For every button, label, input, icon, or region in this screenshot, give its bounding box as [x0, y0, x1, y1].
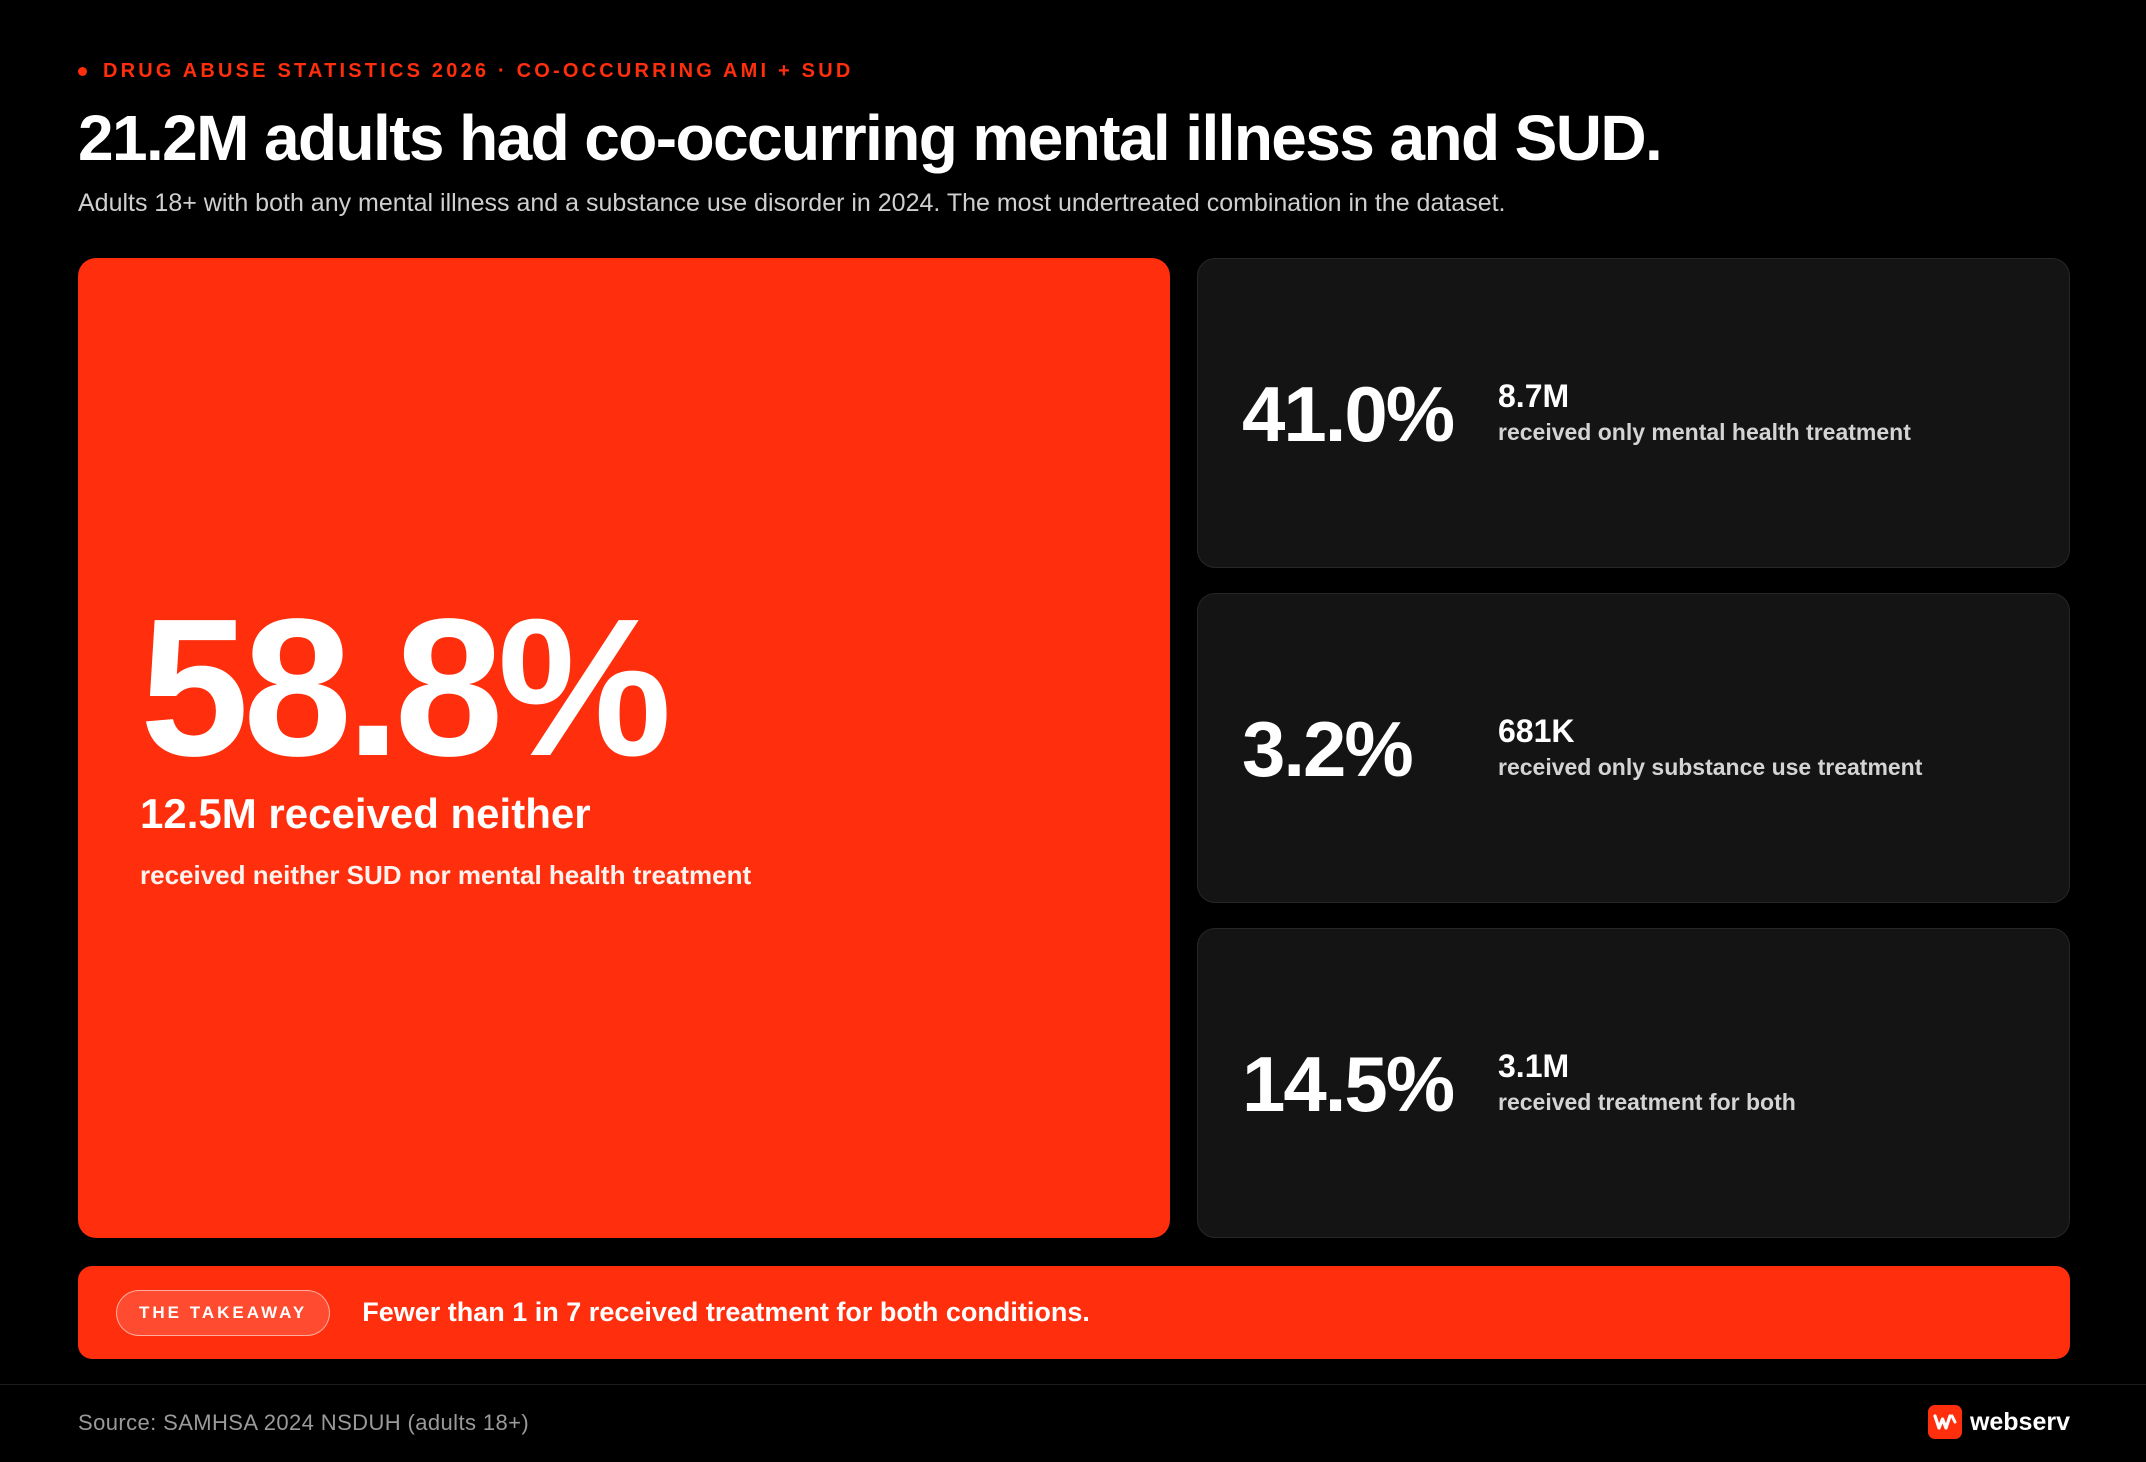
- stat-card-both-treatments: 14.5% 3.1M received treatment for both: [1197, 928, 2070, 1238]
- takeaway-message: Fewer than 1 in 7 received treatment for…: [362, 1297, 1090, 1327]
- stat-card-substance-use-only: 3.2% 681K received only substance use tr…: [1197, 593, 2070, 903]
- source-note: Source: SAMHSA 2024 NSDUH (adults 18+): [78, 1410, 530, 1435]
- stat-label: received only mental health treatment: [1498, 419, 1911, 445]
- page-title: 21.2M adults had co-occurring mental ill…: [78, 102, 1663, 174]
- page-subtitle: Adults 18+ with both any mental illness …: [78, 189, 1506, 217]
- eyebrow: DRUG ABUSE STATISTICS 2026 · CO-OCCURRIN…: [78, 58, 853, 84]
- hero-percent: 58.8%: [140, 578, 672, 797]
- stat-percent: 14.5%: [1242, 1040, 1455, 1128]
- stat-percent: 41.0%: [1242, 370, 1455, 458]
- stat-percent: 3.2%: [1242, 705, 1414, 793]
- brand-name: webserv: [1969, 1407, 2070, 1436]
- hero-count: 12.5M received neither: [140, 790, 591, 837]
- stat-label: received only substance use treatment: [1498, 754, 1923, 780]
- stat-count: 3.1M: [1498, 1048, 1570, 1084]
- stat-count: 8.7M: [1498, 378, 1570, 414]
- webserv-logo-icon: [1927, 1405, 1962, 1439]
- hero-card: 58.8% 12.5M received neither received ne…: [78, 258, 1170, 1238]
- stat-count: 681K: [1498, 713, 1575, 749]
- footer-divider: [0, 1384, 2146, 1385]
- brand-logo: webserv: [1927, 1404, 2070, 1440]
- webserv-logo-glyph-icon: [1933, 1414, 1957, 1430]
- bullet-dot-icon: [78, 66, 87, 76]
- takeaway-banner: THE TAKEAWAY Fewer than 1 in 7 received …: [78, 1266, 2070, 1359]
- stat-label: received treatment for both: [1498, 1089, 1796, 1115]
- takeaway-tag: THE TAKEAWAY: [116, 1289, 331, 1336]
- stat-card-mental-health-only: 41.0% 8.7M received only mental health t…: [1197, 258, 2070, 568]
- eyebrow-text: DRUG ABUSE STATISTICS 2026 · CO-OCCURRIN…: [103, 59, 854, 82]
- hero-description: received neither SUD nor mental health t…: [140, 860, 752, 890]
